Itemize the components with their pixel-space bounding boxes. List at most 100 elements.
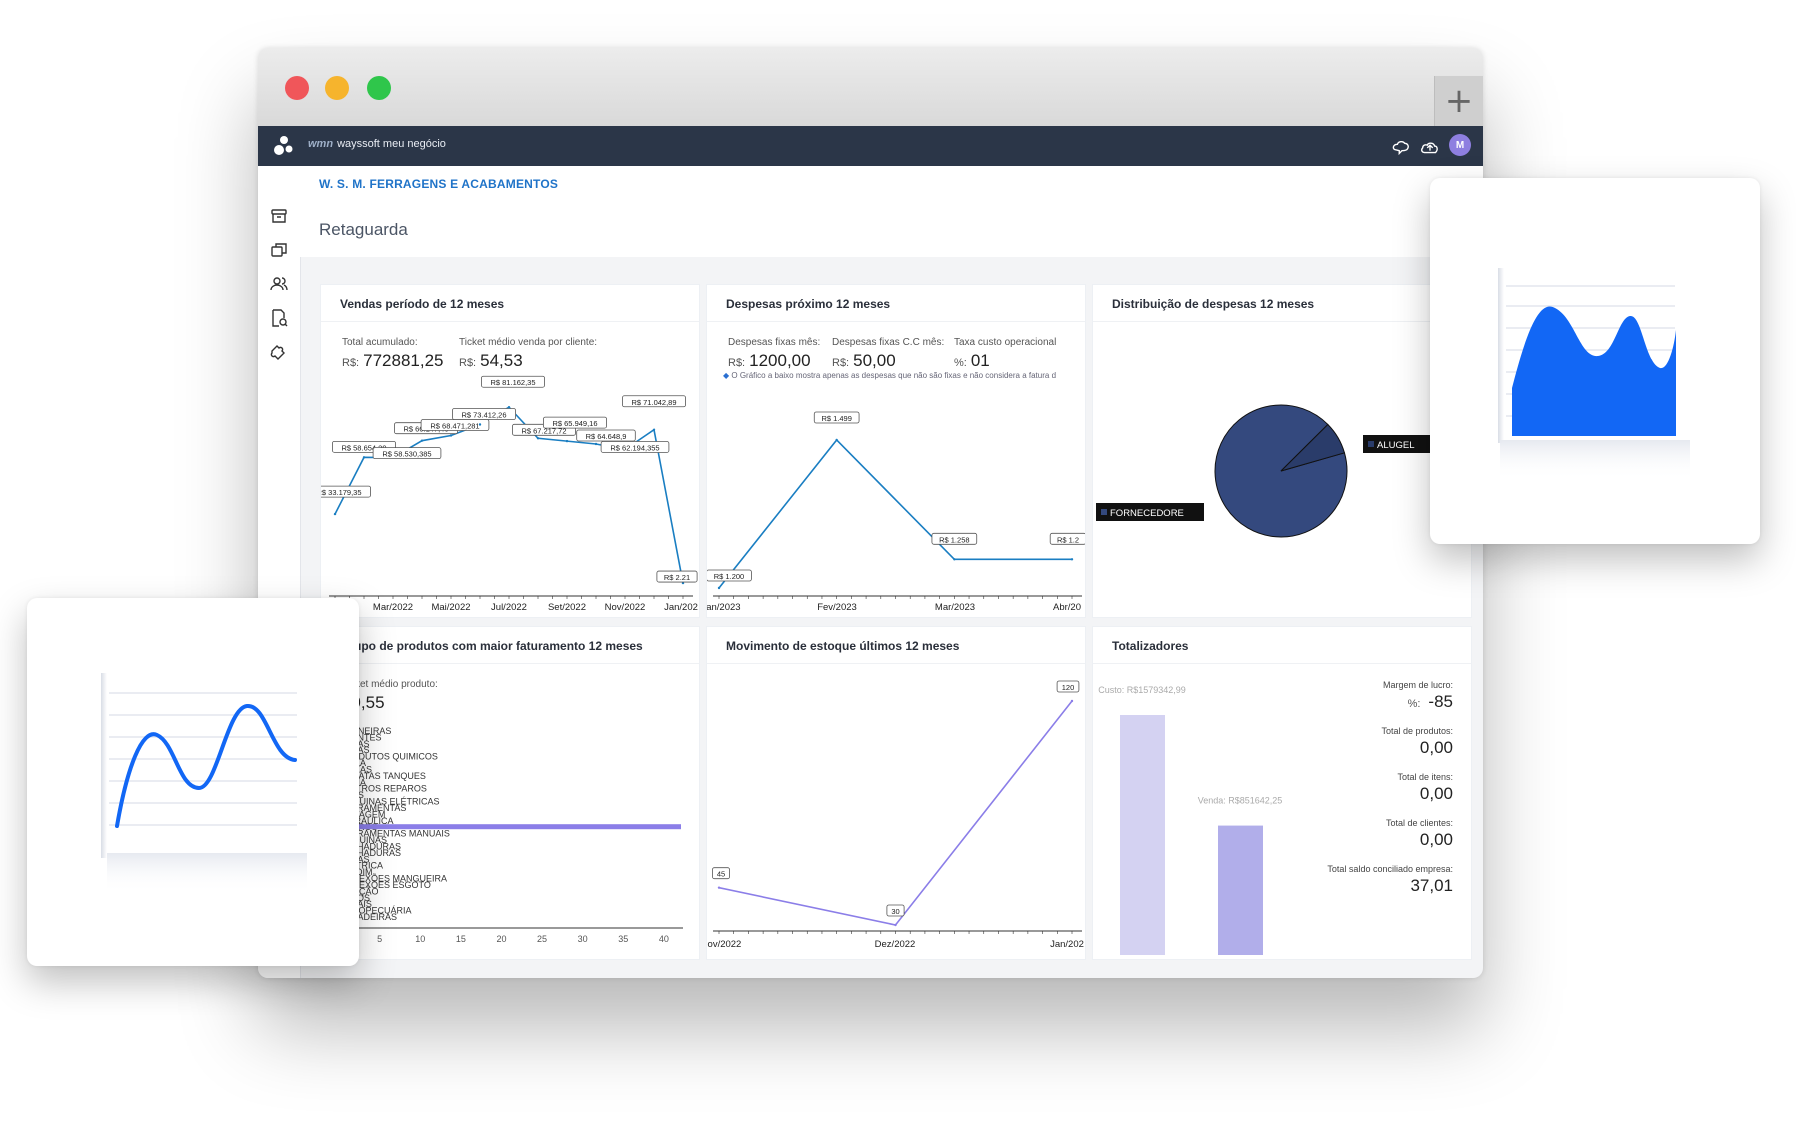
data-point: [565, 439, 569, 443]
card-title: Movimento de estoque últimos 12 meses: [726, 639, 960, 653]
chat-cloud-icon[interactable]: [1391, 136, 1413, 158]
margem-label: Margem de lucro:: [1382, 680, 1453, 690]
x-tick-label: 10: [415, 934, 425, 944]
card-title: Distribuição de despesas 12 meses: [1112, 297, 1315, 311]
app-header: wmn wayssoft meu negócio M: [258, 126, 1483, 166]
data-label: R$ 1.200: [714, 572, 744, 581]
ticket-produto-label: Ticket médio produto:: [342, 679, 438, 690]
data-label: R$ 67.217,72: [521, 426, 566, 435]
data-label: R$ 71.042,89: [631, 398, 676, 407]
fixascc-label: Despesas fixas C.C mês:: [832, 337, 945, 348]
data-point: [420, 439, 424, 442]
category-label: PINTAGEM: [339, 809, 385, 819]
x-tick-label: 30: [578, 934, 588, 944]
data-label-box: [542, 416, 607, 429]
zoom-dot[interactable]: [367, 76, 391, 100]
produtos-value: 0,00: [1419, 738, 1453, 757]
data-point: [894, 923, 897, 927]
data-label-box: [576, 429, 636, 442]
data-label: 120: [1062, 683, 1075, 692]
data-label-box: [931, 532, 978, 545]
card-title: Vendas período de 12 meses: [340, 297, 505, 311]
data-label-box: [656, 570, 698, 583]
avatar[interactable]: M: [1449, 134, 1471, 156]
category-label: FECHADURAS: [339, 841, 401, 851]
company-name[interactable]: W. S. M. FERRAGENS E ACABAMENTOS: [319, 177, 559, 191]
area-chart-illustration: [1498, 268, 1690, 480]
users-icon[interactable]: [269, 274, 289, 294]
cloud-upload-icon[interactable]: [1419, 136, 1441, 158]
data-label-box: [600, 441, 670, 453]
data-point: [717, 886, 721, 889]
x-tick-label: Abr/20: [1053, 602, 1081, 613]
data-point: [536, 437, 540, 440]
card-title: Totalizadores: [1112, 639, 1189, 653]
app-name: wmn wayssoft meu negócio: [308, 138, 446, 150]
category-label: FERRAMENTAS MANUAIS: [339, 829, 450, 839]
x-tick-label: Mar/2023: [935, 602, 975, 613]
category-label: PRODUTOS QUIMICOS: [339, 752, 438, 762]
distribuicao-card: Distribuição de despesas 12 meses FORNEC…: [1092, 284, 1472, 618]
series-line: [718, 700, 1073, 926]
category-label: REGATAS TANQUES: [339, 771, 426, 781]
data-point: [449, 434, 453, 437]
browser-window: + wmn wayssoft meu negócio M W. S. M. FER…: [258, 48, 1483, 978]
plus-icon[interactable]: +: [1434, 76, 1483, 126]
data-label: R$ 1.499: [821, 414, 851, 423]
fixas-label: Despesas fixas mês:: [728, 337, 821, 348]
chart-floor: [107, 853, 307, 893]
totalizadores-card-head: [1093, 627, 1471, 664]
data-point: [362, 456, 366, 459]
floating-line-chart-card: [27, 598, 359, 966]
data-label: R$ 1.2: [1057, 535, 1079, 544]
window-titlebar: +: [258, 48, 1483, 127]
legend-box: [1096, 503, 1204, 521]
x-tick-label: 5: [377, 934, 382, 944]
data-label-box: [813, 411, 860, 424]
data-label: R$ 1.258: [939, 535, 969, 544]
series-line: [718, 438, 1072, 589]
distribuicao-pie-chart: FORNECEDORE ALUGEL: [1096, 404, 1433, 538]
category-label: FECHADURAS: [339, 848, 401, 858]
legend-box: [1363, 435, 1433, 453]
bar-label: Venda: R$851642,25: [1198, 796, 1283, 806]
category-label: MAQUINAS: [339, 835, 387, 845]
minimize-dot[interactable]: [325, 76, 349, 100]
puzzle-icon[interactable]: [269, 342, 289, 362]
x-tick-label: Jan/202: [1050, 939, 1084, 950]
category-label: AGROPECUÁRIA: [339, 906, 412, 916]
report-search-icon[interactable]: [269, 308, 289, 328]
archive-box-icon[interactable]: [269, 206, 289, 226]
data-label: R$ 2.21: [664, 573, 690, 582]
estoque-card-head: [707, 627, 1085, 664]
category-label: ESCADEIRAS: [339, 912, 397, 922]
area-fill: [1512, 306, 1676, 436]
x-tick-label: Mai/2022: [431, 602, 470, 613]
x-tick-label: Jul/2022: [491, 602, 527, 613]
data-point: [953, 558, 956, 561]
line-chart-illustration: [101, 673, 307, 893]
itens-label: Total de itens:: [1397, 772, 1453, 782]
taxa-label: Taxa custo operacional: [954, 337, 1057, 348]
pie-slice: [1280, 423, 1346, 472]
margem-value: %: -85: [1407, 692, 1453, 711]
data-point: [478, 423, 482, 426]
estoque-line-chart: 45 30 120 Nov/2022 Dez/2022 Jan/202: [707, 680, 1084, 950]
bar: [339, 824, 681, 830]
totalizadores-card: Totalizadores Custo: R$1579342,99 Venda: …: [1092, 626, 1472, 960]
data-label: R$ 58.530,385: [382, 450, 431, 459]
data-label-box: [372, 447, 442, 460]
product-copy-icon[interactable]: [269, 240, 289, 260]
fixas-value: R$: 1200,00: [728, 351, 811, 370]
close-dot[interactable]: [285, 76, 309, 100]
vendas-card-head: [321, 285, 699, 322]
data-point: [1070, 558, 1074, 561]
data-label: R$ 68.471,281: [430, 421, 479, 430]
x-tick-label: 25: [537, 934, 547, 944]
ticket-value: R$: 54,53: [459, 351, 523, 370]
category-label: ELÉTRICA: [339, 861, 383, 871]
x-tick-label: Jan/2023: [707, 602, 741, 613]
chart-floor: [1500, 440, 1690, 480]
itens-value: 0,00: [1419, 784, 1453, 803]
x-tick-label: Jan/202: [664, 602, 698, 613]
